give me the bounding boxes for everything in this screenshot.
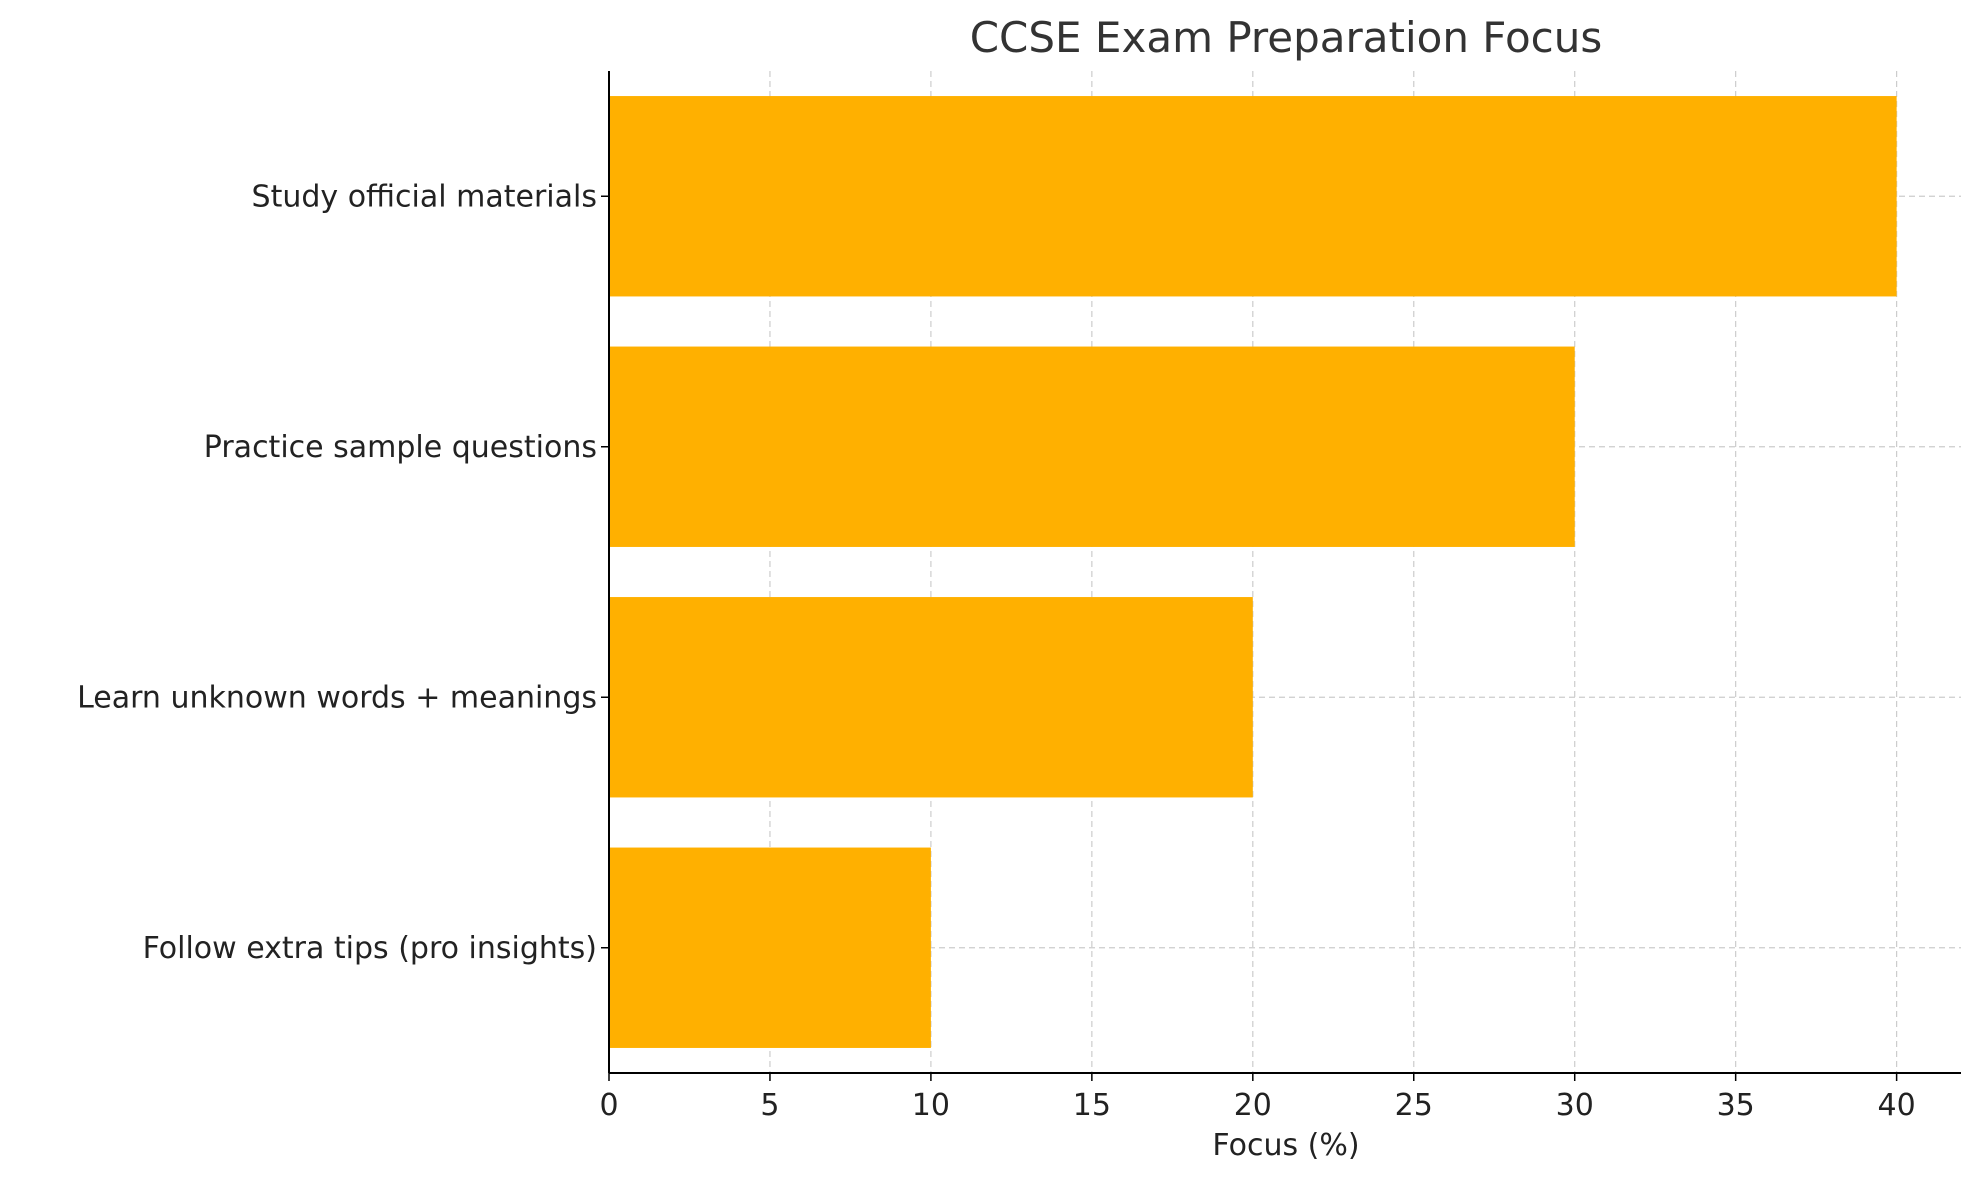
bar <box>609 346 1575 547</box>
x-tick-label: 10 <box>912 1088 950 1123</box>
x-tick-label: 25 <box>1395 1088 1433 1123</box>
y-tick-label: Practice sample questions <box>204 430 597 465</box>
bar <box>609 96 1897 297</box>
x-tick-label: 35 <box>1717 1088 1755 1123</box>
x-ticks: 0 5 10 15 20 25 30 35 40 <box>599 1073 1916 1123</box>
bars <box>609 96 1897 1048</box>
x-axis-label: Focus (%) <box>1212 1128 1359 1163</box>
bar <box>609 597 1253 798</box>
bar <box>609 847 931 1048</box>
chart-title: CCSE Exam Preparation Focus <box>970 13 1603 62</box>
y-tick-label: Follow extra tips (pro insights) <box>143 931 597 966</box>
x-tick-label: 15 <box>1073 1088 1111 1123</box>
x-tick-label: 5 <box>760 1088 779 1123</box>
x-tick-label: 0 <box>599 1088 618 1123</box>
x-tick-label: 20 <box>1234 1088 1272 1123</box>
x-tick-label: 40 <box>1878 1088 1916 1123</box>
y-tick-label: Study official materials <box>252 179 597 214</box>
x-tick-label: 30 <box>1556 1088 1594 1123</box>
y-tick-label: Learn unknown words + meanings <box>77 680 597 715</box>
y-ticks: Study official materials Practice sample … <box>77 179 609 966</box>
